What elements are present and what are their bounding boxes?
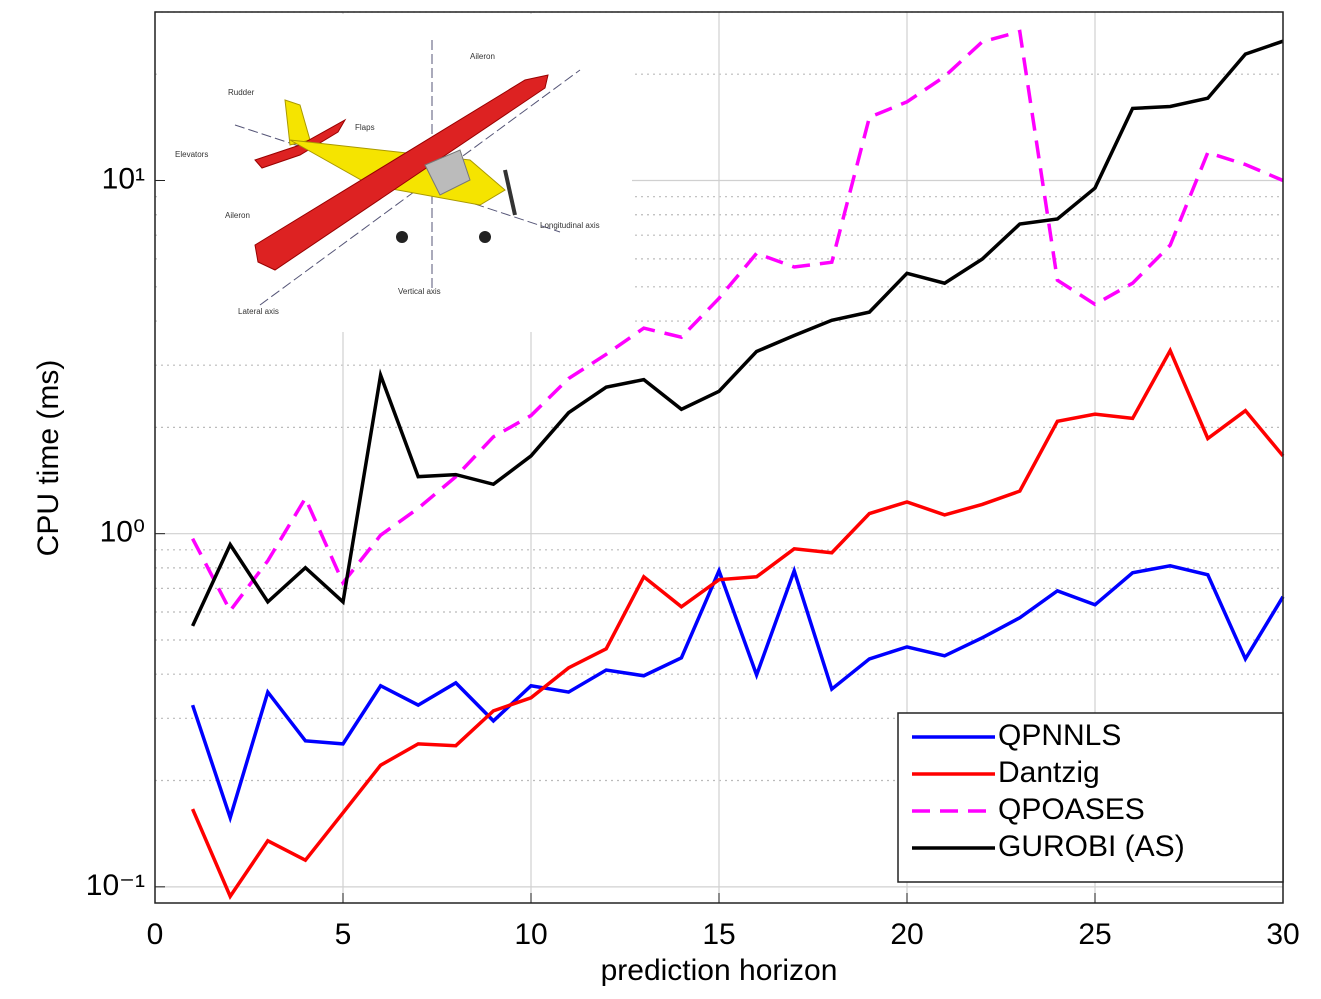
inset-wing	[254, 74, 549, 271]
x-tick-label: 5	[335, 918, 352, 951]
y-tick-label: 10⁰	[100, 516, 145, 549]
legend-label: QPNNLS	[998, 719, 1121, 752]
x-tick-label: 25	[1078, 918, 1111, 951]
y-tick-label: 10⁻¹	[86, 869, 145, 902]
inset-label: Vertical axis	[398, 287, 441, 296]
inset-cabin	[424, 149, 471, 196]
inset-image: Aileron Rudder Flaps Elevators Aileron L…	[160, 14, 632, 332]
inset-propeller	[503, 169, 517, 216]
x-tick-label: 10	[514, 918, 547, 951]
x-tick-label: 0	[147, 918, 164, 951]
series-line	[190, 564, 1285, 824]
inset-label: Aileron	[470, 52, 495, 61]
inset-label: Longitudinal axis	[540, 221, 600, 230]
inset-label: Elevators	[175, 150, 208, 159]
ticks: 10⁻¹ 10⁰ 10¹ 0 5 10 15 20 25 30	[86, 162, 1300, 950]
inset-label: Flaps	[355, 123, 375, 132]
inset-label: Rudder	[228, 88, 255, 97]
x-tick-label: 30	[1266, 918, 1299, 951]
plot-lines	[190, 29, 1285, 900]
x-tick-label: 20	[890, 918, 923, 951]
legend-label: GUROBI (AS)	[998, 830, 1185, 863]
y-axis-label: CPU time (ms)	[32, 360, 65, 557]
x-axis-label: prediction horizon	[601, 954, 838, 987]
series-line	[191, 29, 1284, 615]
x-tick-label: 15	[702, 918, 735, 951]
legend-label: Dantzig	[998, 756, 1100, 789]
inset-label: Aileron	[225, 211, 250, 220]
legend-label: QPOASES	[998, 793, 1145, 826]
series-line	[190, 346, 1285, 900]
inset-label: Lateral axis	[238, 307, 279, 316]
series-line	[191, 39, 1284, 627]
inset-wheel	[396, 231, 408, 243]
legend-box	[897, 712, 1284, 883]
legend: QPNNLS Dantzig QPOASES GUROBI (AS)	[897, 712, 1284, 883]
y-tick-label: 10¹	[102, 162, 145, 195]
inset-wheel	[479, 231, 491, 243]
